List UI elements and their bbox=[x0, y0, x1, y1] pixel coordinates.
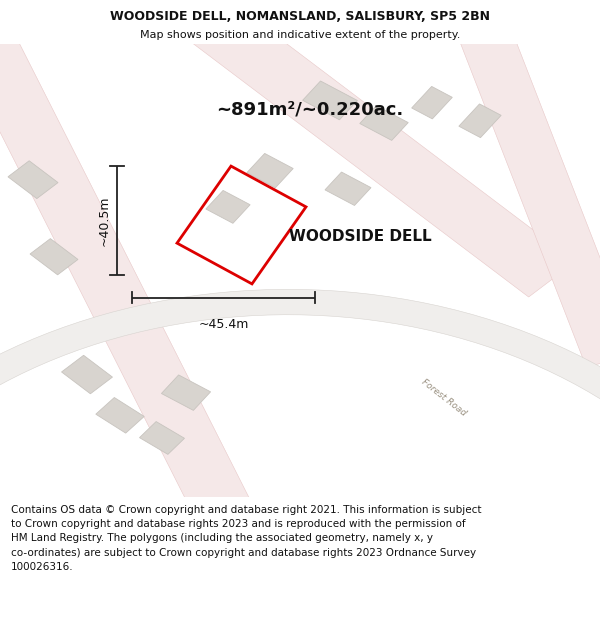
Polygon shape bbox=[187, 4, 575, 297]
Text: WOODSIDE DELL, NOMANSLAND, SALISBURY, SP5 2BN: WOODSIDE DELL, NOMANSLAND, SALISBURY, SP… bbox=[110, 9, 490, 22]
Text: WOODSIDE DELL: WOODSIDE DELL bbox=[289, 229, 431, 244]
Polygon shape bbox=[161, 375, 211, 411]
Polygon shape bbox=[8, 161, 58, 199]
Text: ~45.4m: ~45.4m bbox=[199, 318, 248, 331]
Text: ~40.5m: ~40.5m bbox=[97, 195, 110, 246]
Polygon shape bbox=[302, 81, 358, 120]
Polygon shape bbox=[30, 239, 78, 275]
Polygon shape bbox=[360, 106, 408, 141]
Polygon shape bbox=[247, 153, 293, 188]
Text: Map shows position and indicative extent of the property.: Map shows position and indicative extent… bbox=[140, 30, 460, 40]
Polygon shape bbox=[325, 172, 371, 206]
Polygon shape bbox=[0, 289, 600, 625]
Polygon shape bbox=[454, 16, 600, 367]
Polygon shape bbox=[412, 86, 452, 119]
Text: Forest Road: Forest Road bbox=[420, 377, 468, 418]
Polygon shape bbox=[459, 104, 501, 138]
Polygon shape bbox=[140, 422, 184, 454]
Polygon shape bbox=[62, 355, 112, 394]
Text: Contains OS data © Crown copyright and database right 2021. This information is : Contains OS data © Crown copyright and d… bbox=[11, 504, 481, 572]
Polygon shape bbox=[0, 13, 256, 528]
Polygon shape bbox=[96, 398, 144, 433]
Polygon shape bbox=[206, 191, 250, 223]
Text: ~891m²/~0.220ac.: ~891m²/~0.220ac. bbox=[216, 101, 403, 119]
